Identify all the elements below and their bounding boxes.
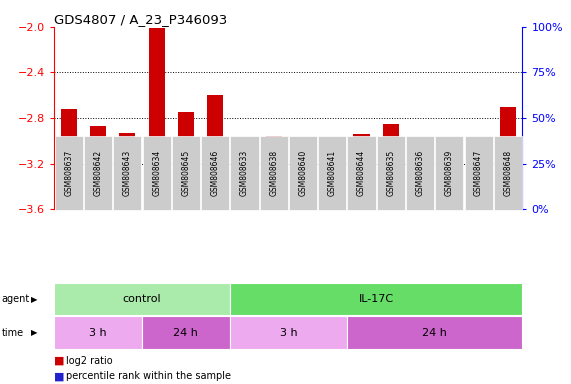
Text: GSM808637: GSM808637 <box>65 150 74 196</box>
Text: 3 h: 3 h <box>280 328 297 338</box>
Bar <box>441 175 457 209</box>
Bar <box>119 206 135 209</box>
Bar <box>324 159 340 209</box>
Text: ▶: ▶ <box>31 295 38 304</box>
Bar <box>383 206 399 209</box>
Text: log2 ratio: log2 ratio <box>66 356 112 366</box>
Text: GSM808644: GSM808644 <box>357 150 366 196</box>
Text: GSM808642: GSM808642 <box>94 150 103 196</box>
Bar <box>119 133 135 209</box>
Text: GSM808633: GSM808633 <box>240 150 249 196</box>
Bar <box>236 137 252 209</box>
Text: GSM808635: GSM808635 <box>386 150 395 196</box>
Bar <box>61 205 77 209</box>
Bar <box>207 95 223 209</box>
Bar <box>148 205 164 209</box>
Text: GSM808646: GSM808646 <box>211 150 220 196</box>
Text: 24 h: 24 h <box>422 328 447 338</box>
Bar <box>412 181 428 209</box>
Text: GDS4807 / A_23_P346093: GDS4807 / A_23_P346093 <box>54 13 227 26</box>
Text: GSM808639: GSM808639 <box>445 150 454 196</box>
Text: time: time <box>2 328 24 338</box>
Bar <box>500 206 516 209</box>
Bar <box>266 206 282 209</box>
Bar <box>383 124 399 209</box>
Text: IL-17C: IL-17C <box>359 294 394 304</box>
Bar <box>441 206 457 209</box>
Bar <box>412 206 428 209</box>
Text: 3 h: 3 h <box>89 328 107 338</box>
Text: GSM808648: GSM808648 <box>503 150 512 196</box>
Text: GSM808641: GSM808641 <box>328 150 337 196</box>
Text: percentile rank within the sample: percentile rank within the sample <box>66 371 231 381</box>
Bar <box>353 134 369 209</box>
Bar <box>61 109 77 209</box>
Bar <box>500 107 516 209</box>
Text: agent: agent <box>2 294 30 304</box>
Text: GSM808643: GSM808643 <box>123 150 132 196</box>
Text: GSM808638: GSM808638 <box>269 150 278 196</box>
Bar <box>353 206 369 209</box>
Bar <box>90 126 106 209</box>
Text: ■: ■ <box>54 356 65 366</box>
Text: 24 h: 24 h <box>174 328 198 338</box>
Text: GSM808634: GSM808634 <box>152 150 161 196</box>
Text: GSM808647: GSM808647 <box>474 150 483 196</box>
Bar <box>324 206 340 209</box>
Text: ■: ■ <box>54 371 65 381</box>
Bar <box>236 206 252 209</box>
Bar <box>266 136 282 209</box>
Text: GSM808640: GSM808640 <box>299 150 308 196</box>
Bar <box>295 150 311 209</box>
Bar <box>471 206 486 209</box>
Text: control: control <box>123 294 162 304</box>
Text: GSM808636: GSM808636 <box>416 150 425 196</box>
Text: ▶: ▶ <box>31 328 38 337</box>
Bar <box>148 28 164 209</box>
Bar <box>207 206 223 209</box>
Bar <box>295 206 311 209</box>
Bar <box>178 206 194 209</box>
Bar <box>90 206 106 209</box>
Bar <box>471 166 486 209</box>
Bar <box>178 113 194 209</box>
Text: GSM808645: GSM808645 <box>182 150 191 196</box>
